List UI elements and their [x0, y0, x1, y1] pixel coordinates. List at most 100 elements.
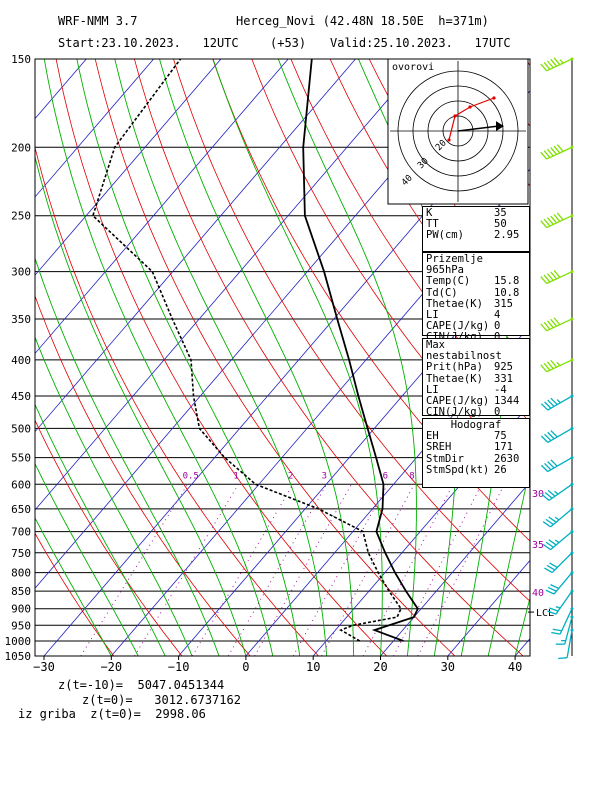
pressure-tick-label: 300 [11, 266, 31, 279]
hodo-label: SREH [426, 441, 452, 454]
max-instability-title: Max nestabilnost [426, 339, 502, 363]
dry-adiabat [55, 59, 387, 656]
mixing-ratio-label: 8 [409, 471, 414, 481]
mixing-ratio-line [191, 484, 294, 656]
surface-label: CIN(J/kg) [426, 332, 494, 343]
wind-barb [551, 607, 574, 635]
mixing-ratio-line [254, 484, 352, 656]
axes: 0.5 1 2 3 6 830354015020025030035040045050055… [5, 53, 555, 674]
temperature-profile [302, 59, 419, 642]
theta-e-label: 35 [532, 540, 544, 551]
lcl-label: LCL [536, 608, 554, 619]
diagram-grid [35, 59, 530, 656]
start-time: Start:23.10.2023. 12UTC [58, 36, 239, 50]
surface-value: 10.8 [494, 286, 520, 299]
pressure-tick-label: 550 [11, 452, 31, 465]
maxinst-row: Thetae(K) 331 [426, 373, 526, 385]
moist-adiabat [514, 596, 530, 656]
moist-adiabat [35, 403, 166, 656]
mixing-ratio-line [80, 484, 188, 656]
wind-barb [545, 571, 574, 595]
wind-barb [542, 530, 574, 551]
wind-barb [540, 456, 574, 473]
wind-barbs [540, 57, 574, 660]
moist-adiabat [277, 59, 417, 656]
index-row: TT 50 [426, 218, 526, 231]
pressure-tick-label: 800 [11, 567, 31, 580]
surface-parcel-title: Prizemlje 965hPa [426, 253, 483, 277]
indices-panel: K 35 TT 50 PW(cm) 2.95 [422, 206, 530, 252]
index-row: PW(cm) 2.95 [426, 230, 526, 241]
index-label: K [426, 207, 433, 219]
hodo-row: StmDir 2630 [426, 452, 526, 465]
model-name: WRF-NMM 3.7 [58, 14, 138, 28]
x-tick-label: −20 [100, 660, 122, 674]
maxinst-label: CAPE(J/kg) [426, 395, 490, 408]
maxinst-value: 925 [494, 361, 513, 374]
pressure-tick-label: 1050 [5, 650, 32, 663]
theta-e-label: 30 [532, 489, 544, 500]
maxinst-value: 0 [494, 406, 501, 419]
theta-e-label: 40 [532, 588, 544, 599]
hodograph-point [468, 105, 472, 109]
surface-parcel-panel: Prizemlje 965hPa Temp(C) 15.8 Td(C) 10.8 The… [422, 252, 530, 343]
isotherm [35, 59, 356, 433]
x-tick-label: 20 [373, 660, 387, 674]
hodograph-point [492, 96, 496, 100]
hodo-label: EH [426, 430, 439, 443]
wind-barb [544, 551, 574, 574]
surface-value: 315 [494, 297, 513, 310]
x-tick-label: −30 [33, 660, 55, 674]
wind-barb [542, 507, 574, 528]
moist-adiabat [212, 59, 383, 656]
dry-adiabat [35, 532, 115, 656]
dry-adiabat [525, 59, 530, 67]
surface-row: Td(C) 10.8 [426, 286, 526, 299]
maxinst-row: CAPE(J/kg) 1344 [426, 395, 526, 408]
mixing-ratio-label: 3 [322, 471, 327, 481]
isotherm [35, 59, 289, 355]
valid-time: Valid:25.10.2023. 17UTC [330, 36, 511, 50]
dry-adiabat [251, 59, 530, 483]
mixing-ratio-label: 1 [233, 471, 238, 481]
hodo-value: 75 [494, 430, 507, 443]
lead-hours: (+53) [270, 36, 307, 50]
hodo-row: SREH 171 [426, 442, 526, 453]
wind-barb [541, 482, 574, 501]
pressure-tick-label: 200 [11, 141, 31, 154]
hodo-value: 2630 [494, 452, 520, 465]
isotherm [35, 59, 222, 276]
wind-barb [540, 57, 574, 72]
x-tick-label: 0 [242, 660, 249, 674]
moist-adiabat [35, 462, 139, 656]
wind-barb [540, 144, 574, 160]
x-tick-label: −10 [168, 660, 190, 674]
maxinst-row: LI -4 [426, 384, 526, 396]
dewpoint-profile [91, 59, 402, 642]
moist-adiabat [76, 59, 301, 656]
pressure-tick-label: 350 [11, 313, 31, 326]
hodograph-trace [448, 97, 495, 141]
pressure-tick-label: 750 [11, 547, 31, 560]
dry-adiabat [94, 59, 456, 656]
surface-value: 15.8 [494, 275, 520, 288]
pressure-tick-label: 650 [11, 503, 31, 516]
maxinst-row: Prit(hPa) 925 [426, 362, 526, 373]
z-minus10: z(t=-10)= 5047.0451344 [58, 678, 225, 692]
pressure-tick-label: 900 [11, 603, 31, 616]
hodograf-panel: Hodograf EH 75 SREH 171 StmDir 2630 StmSpd(kt)… [422, 418, 530, 488]
isotherm [312, 403, 530, 656]
max-instability-panel: Max nestabilnost Prit(hPa) 925 Thetae(K) 33… [422, 338, 530, 419]
hodo-row: EH 75 [426, 430, 526, 443]
x-tick-label: 40 [508, 660, 522, 674]
dry-adiabat [134, 59, 524, 656]
surface-value: 4 [494, 309, 501, 322]
wind-barb [547, 589, 574, 615]
index-label: TT [426, 218, 439, 231]
surface-label: Temp(C) [426, 275, 471, 288]
mixing-ratio-line [134, 484, 239, 656]
maxinst-label: Prit(hPa) [426, 361, 483, 374]
moist-adiabat [43, 59, 274, 656]
pressure-tick-label: 700 [11, 526, 31, 539]
